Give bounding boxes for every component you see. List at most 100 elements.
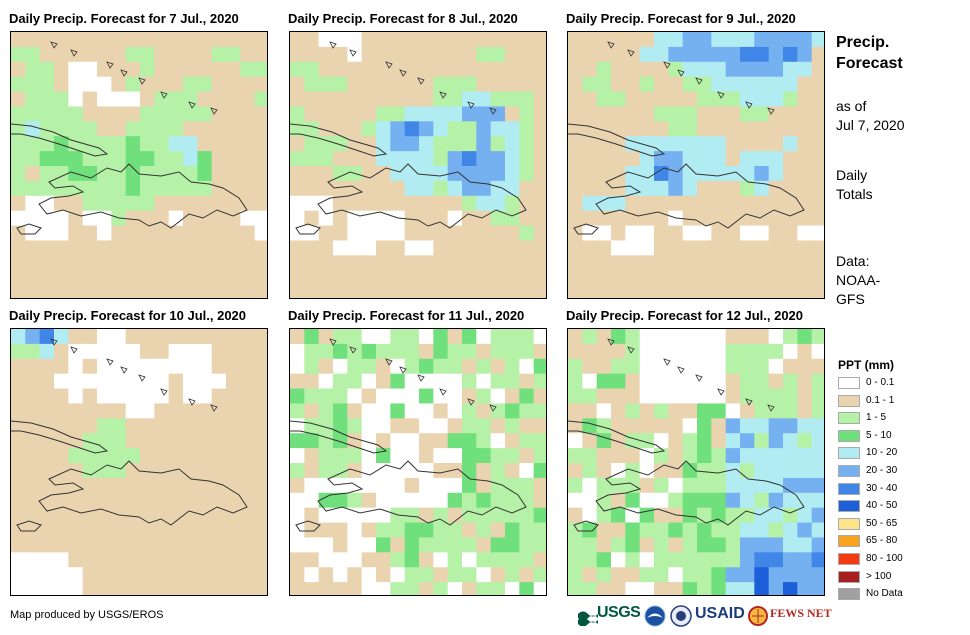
precip-cell xyxy=(39,255,55,271)
precip-cell xyxy=(611,537,626,553)
precip-cell xyxy=(82,285,98,298)
precip-cell xyxy=(376,373,391,390)
precip-cell xyxy=(611,358,626,375)
precip-cell xyxy=(11,403,26,419)
precip-cell xyxy=(290,61,305,78)
precip-cell xyxy=(505,32,520,48)
precip-cell xyxy=(404,343,420,360)
precip-cell xyxy=(376,448,391,464)
precip-cell xyxy=(347,240,363,256)
precip-cell xyxy=(68,210,84,227)
precip-cell xyxy=(783,373,798,390)
precip-cell xyxy=(490,76,506,93)
precip-cell xyxy=(596,32,612,48)
precip-cell xyxy=(111,492,127,509)
usgs-logo: USGS xyxy=(597,604,641,621)
precip-cell xyxy=(582,418,598,434)
precip-cell xyxy=(462,433,477,449)
precip-cell xyxy=(304,403,320,419)
precip-cell xyxy=(711,492,727,509)
precip-cell xyxy=(419,582,434,595)
precip-cell xyxy=(711,180,727,197)
precip-cell xyxy=(240,285,256,298)
totals-label: Daily Totals xyxy=(836,166,873,204)
jamaica-outline xyxy=(573,223,599,235)
precip-cell xyxy=(783,418,798,434)
precip-cell xyxy=(668,567,684,583)
precip-cell xyxy=(740,418,755,434)
precip-cell xyxy=(639,537,655,553)
precip-cell xyxy=(754,76,770,93)
precip-raster xyxy=(11,32,267,298)
precip-cell xyxy=(197,270,213,286)
precip-cell xyxy=(183,76,198,93)
island-outline xyxy=(160,91,168,99)
precip-cell xyxy=(125,61,141,78)
precip-cell xyxy=(582,210,598,227)
precip-cell xyxy=(183,448,198,464)
hispaniola-outline xyxy=(38,163,248,229)
precip-cell xyxy=(361,106,377,122)
jamaica-outline xyxy=(16,520,42,532)
precip-cell xyxy=(125,91,141,107)
precip-cell xyxy=(725,477,741,494)
precip-cell xyxy=(240,210,256,227)
precip-cell xyxy=(476,343,492,360)
precip-cell xyxy=(82,61,98,78)
precip-cell xyxy=(318,240,334,256)
precip-cell xyxy=(505,522,520,538)
precip-cell xyxy=(140,388,155,404)
precip-cell xyxy=(154,403,170,419)
precip-cell xyxy=(183,46,198,63)
precip-cell xyxy=(568,567,583,583)
precip-cell xyxy=(783,76,798,93)
precip-cell xyxy=(419,418,434,434)
precip-cell xyxy=(740,46,755,63)
precip-cell xyxy=(254,552,267,568)
precip-cell xyxy=(168,91,184,107)
precip-cell xyxy=(361,537,377,553)
precip-cell xyxy=(611,507,626,524)
precip-cell xyxy=(625,195,641,212)
precip-cell xyxy=(140,225,155,241)
precip-cell xyxy=(654,552,669,568)
precip-cell xyxy=(197,343,213,360)
precip-cell xyxy=(811,582,824,595)
precip-cell xyxy=(462,403,477,419)
precip-cell xyxy=(226,537,241,553)
precip-cell xyxy=(811,492,824,509)
precip-cell xyxy=(197,180,213,197)
precip-cell xyxy=(725,433,741,449)
precip-cell xyxy=(254,121,267,137)
island-outline xyxy=(399,366,407,374)
as-of-label: as of xyxy=(836,98,867,114)
precip-cell xyxy=(154,240,170,256)
precip-cell xyxy=(611,418,626,434)
precip-cell xyxy=(140,582,155,595)
precip-cell xyxy=(533,537,546,553)
precip-cell xyxy=(811,463,824,479)
precip-cell xyxy=(304,225,320,241)
precip-cell xyxy=(333,552,348,568)
precip-cell xyxy=(168,106,184,122)
precip-cell xyxy=(183,552,198,568)
precip-cell xyxy=(419,195,434,212)
precip-cell xyxy=(768,240,784,256)
precip-cell xyxy=(740,448,755,464)
precip-cell xyxy=(304,343,320,360)
precip-cell xyxy=(754,285,770,298)
precip-cell xyxy=(333,180,348,197)
precip-cell xyxy=(390,61,406,78)
precip-cell xyxy=(611,567,626,583)
precip-cell xyxy=(568,106,583,122)
precip-cell xyxy=(725,403,741,419)
precip-cell xyxy=(25,477,41,494)
precip-cell xyxy=(768,343,784,360)
precip-cell xyxy=(419,477,434,494)
precip-cell xyxy=(39,358,55,375)
precip-cell xyxy=(347,403,363,419)
precip-cell xyxy=(333,522,348,538)
precip-cell xyxy=(582,270,598,286)
precip-cell xyxy=(82,418,98,434)
precip-cell xyxy=(197,418,213,434)
